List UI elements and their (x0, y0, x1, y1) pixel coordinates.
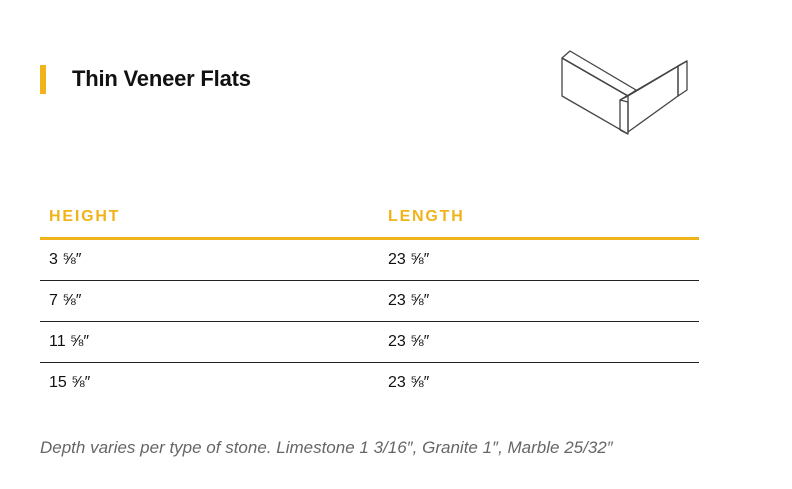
title-row: Thin Veneer Flats (40, 64, 251, 94)
length-cell: 23 ⅝″ (379, 238, 699, 281)
length-cell: 23 ⅝″ (379, 280, 699, 322)
height-cell: 3 ⅝″ (40, 238, 379, 281)
height-cell: 15 ⅝″ (49, 374, 91, 391)
length-cell: 23 ⅝″ (388, 374, 430, 391)
column-header-length: LENGTH (379, 198, 699, 240)
height-cell: 11 ⅝″ (40, 321, 379, 363)
table-row: 3 ⅝″ 23 ⅝″ (40, 238, 699, 281)
column-header-height: HEIGHT (40, 198, 379, 240)
table-row: 7 ⅝″ 23 ⅝″ (40, 280, 699, 322)
dimensions-table: HEIGHT LENGTH 3 ⅝″ 23 ⅝″ 7 ⅝″ 23 ⅝″ 11 ⅝… (40, 198, 699, 403)
title-accent-bar (40, 64, 46, 94)
table-header-row: HEIGHT LENGTH (40, 198, 699, 240)
depth-footnote: Depth varies per type of stone. Limeston… (40, 438, 613, 457)
length-cell: 23 ⅝″ (379, 321, 699, 363)
height-cell: 7 ⅝″ (40, 280, 379, 322)
corner-veneer-icon (561, 50, 688, 135)
page-title: Thin Veneer Flats (72, 66, 251, 91)
table-row: 11 ⅝″ 23 ⅝″ (40, 321, 699, 363)
table-row: 15 ⅝″ 23 ⅝″ (40, 363, 699, 404)
